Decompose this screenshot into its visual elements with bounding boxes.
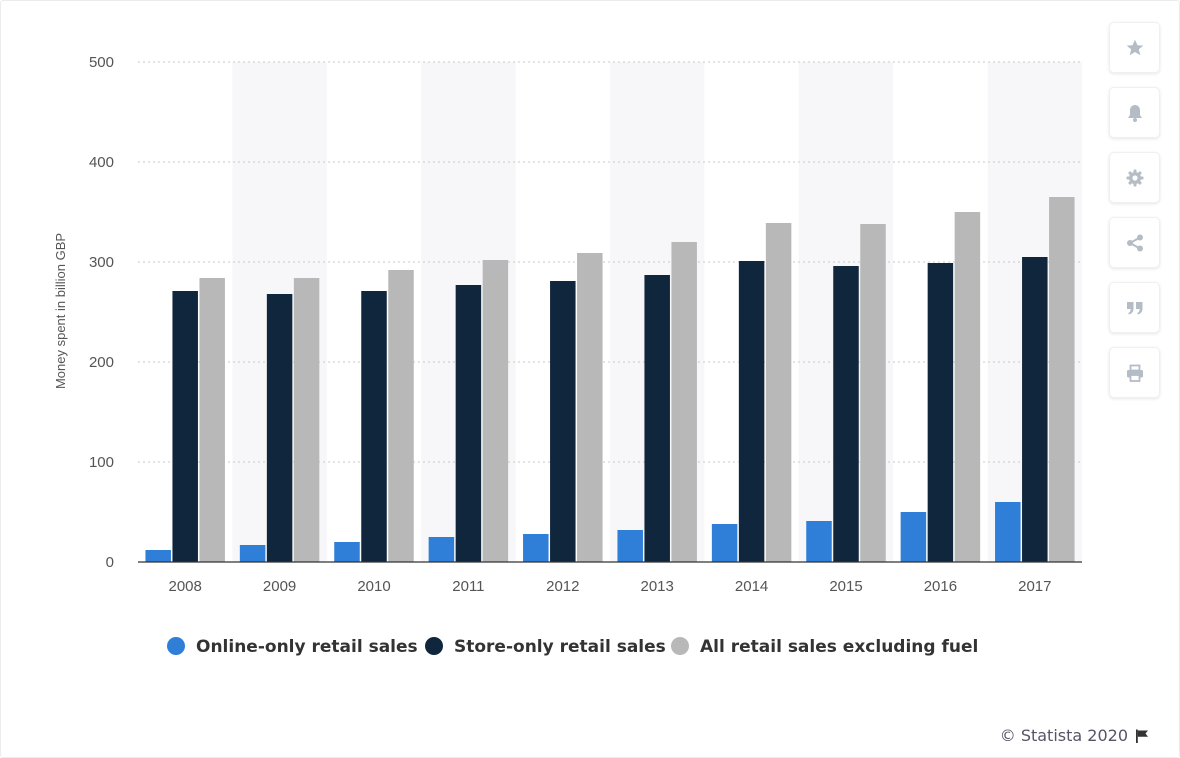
bar bbox=[145, 550, 171, 562]
printer-icon bbox=[1126, 364, 1143, 382]
x-tick-label: 2009 bbox=[263, 578, 296, 595]
bar bbox=[900, 512, 927, 562]
bar bbox=[617, 530, 643, 562]
bar bbox=[293, 278, 320, 562]
favorite-button[interactable] bbox=[1109, 22, 1160, 73]
legend-marker bbox=[671, 637, 689, 655]
bar bbox=[671, 242, 697, 562]
y-tick-label: 0 bbox=[106, 554, 114, 571]
gear-icon bbox=[1126, 169, 1143, 186]
bar bbox=[738, 261, 765, 562]
y-tick-label: 200 bbox=[89, 354, 114, 371]
bar bbox=[577, 253, 603, 562]
x-tick-label: 2013 bbox=[641, 578, 674, 595]
y-tick-label: 400 bbox=[89, 154, 114, 171]
x-tick-label: 2011 bbox=[452, 578, 484, 595]
bar bbox=[954, 212, 981, 562]
legend-marker bbox=[425, 637, 443, 655]
bar bbox=[388, 270, 414, 562]
star-icon bbox=[1126, 39, 1143, 55]
chart-toolbar bbox=[1109, 22, 1160, 412]
bar bbox=[172, 291, 198, 562]
legend-marker bbox=[167, 637, 185, 655]
share-button[interactable] bbox=[1109, 217, 1160, 268]
notification-button[interactable] bbox=[1109, 87, 1160, 138]
bar-chart: 0 100 200 300 400 500 2008 2009 2010 2011 2012 2013… bbox=[53, 54, 1082, 657]
share-icon bbox=[1126, 234, 1143, 251]
y-tick-label: 300 bbox=[89, 254, 114, 271]
bar bbox=[428, 537, 455, 562]
y-axis-title: Money spent in billion GBP bbox=[53, 233, 68, 389]
bar bbox=[239, 545, 266, 562]
bar bbox=[995, 502, 1021, 562]
bar bbox=[266, 294, 293, 562]
legend-item: All retail sales excluding fuel bbox=[700, 637, 978, 657]
bar bbox=[860, 224, 886, 562]
statista-credit-link[interactable]: © Statista 2020 bbox=[999, 726, 1128, 745]
bar bbox=[1022, 257, 1048, 562]
credit: © Statista 2020 bbox=[1000, 726, 1150, 745]
flag-icon[interactable] bbox=[1134, 728, 1150, 744]
bar bbox=[334, 542, 360, 562]
legend-item: Store-only retail sales bbox=[454, 637, 666, 657]
bar bbox=[455, 285, 482, 562]
y-tick-label: 100 bbox=[89, 454, 114, 471]
bar bbox=[927, 263, 954, 562]
x-tick-label: 2016 bbox=[924, 578, 957, 595]
quote-icon bbox=[1126, 301, 1142, 314]
bar bbox=[806, 521, 832, 562]
cite-button[interactable] bbox=[1109, 282, 1160, 333]
print-button[interactable] bbox=[1109, 347, 1160, 398]
bar bbox=[523, 534, 549, 562]
x-tick-label: 2014 bbox=[735, 578, 768, 595]
x-tick-label: 2010 bbox=[357, 578, 390, 595]
bar bbox=[711, 524, 738, 562]
x-tick-label: 2015 bbox=[829, 578, 862, 595]
bar bbox=[361, 291, 387, 562]
bar bbox=[833, 266, 859, 562]
y-tick-label: 500 bbox=[89, 54, 114, 71]
legend-item: Online-only retail sales bbox=[196, 637, 418, 657]
bar bbox=[644, 275, 670, 562]
bar bbox=[1049, 197, 1075, 562]
x-tick-label: 2017 bbox=[1018, 578, 1051, 595]
x-tick-label: 2008 bbox=[169, 578, 202, 595]
bar bbox=[765, 223, 792, 562]
bar bbox=[482, 260, 509, 562]
bar bbox=[199, 278, 225, 562]
bell-icon bbox=[1127, 104, 1142, 122]
x-tick-label: 2012 bbox=[546, 578, 579, 595]
bar bbox=[550, 281, 576, 562]
settings-button[interactable] bbox=[1109, 152, 1160, 203]
